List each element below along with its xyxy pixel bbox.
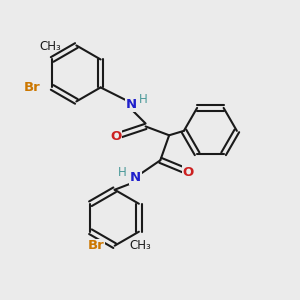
Text: Br: Br (24, 81, 41, 94)
Text: H: H (118, 166, 126, 179)
Text: O: O (183, 166, 194, 178)
Text: N: N (130, 172, 141, 184)
Text: CH₃: CH₃ (130, 239, 151, 252)
Text: CH₃: CH₃ (40, 40, 62, 53)
Text: H: H (139, 93, 148, 106)
Text: Br: Br (88, 239, 104, 252)
Text: O: O (110, 130, 121, 143)
Text: N: N (125, 98, 136, 111)
